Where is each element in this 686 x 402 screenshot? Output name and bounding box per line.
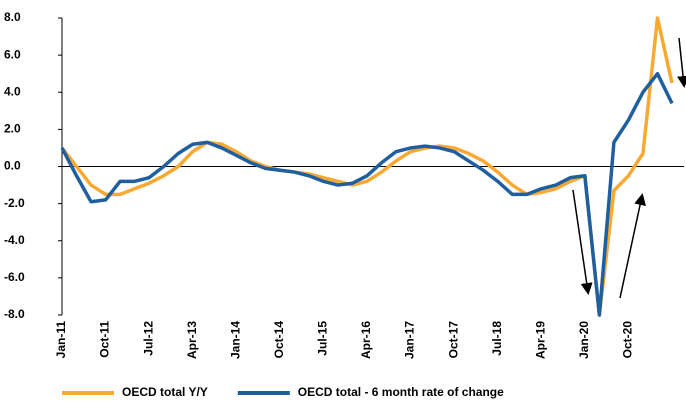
x-tick-label: Jan-11 xyxy=(54,321,68,359)
x-tick-label: Oct-11 xyxy=(98,321,112,358)
y-tick-label: 6.0 xyxy=(4,47,21,61)
x-tick-label: Oct-14 xyxy=(272,321,286,359)
legend-label: OECD total - 6 month rate of change xyxy=(298,385,504,399)
y-tick-label: 2.0 xyxy=(4,122,21,136)
x-tick-label: Jan-14 xyxy=(228,321,242,359)
series-line xyxy=(60,16,674,317)
x-tick-label: Jul-18 xyxy=(490,321,504,356)
x-tick-label: Apr-19 xyxy=(533,321,547,359)
y-tick-label: 8.0 xyxy=(4,10,21,24)
arrow xyxy=(619,193,646,299)
x-tick-label: Apr-13 xyxy=(185,321,199,359)
x-tick-label: Jan-20 xyxy=(577,321,591,359)
y-tick-label: 0.0 xyxy=(4,159,21,173)
x-tick-label: Jul-15 xyxy=(316,321,330,356)
x-tick-label: Jul-12 xyxy=(141,321,155,356)
x-tick-label: Jan-17 xyxy=(403,321,417,359)
x-tick-label: Oct-17 xyxy=(446,321,460,359)
arrow xyxy=(572,189,593,295)
y-tick-label: -8.0 xyxy=(4,307,25,321)
x-tick-label: Oct-20 xyxy=(621,321,635,359)
y-tick-label: 4.0 xyxy=(4,84,21,98)
arrow xyxy=(677,37,686,88)
series-line xyxy=(60,71,674,317)
y-tick-label: -6.0 xyxy=(4,270,25,284)
x-tick-label: Apr-16 xyxy=(359,321,373,359)
legend-label: OECD total Y/Y xyxy=(122,385,208,399)
y-tick-label: -4.0 xyxy=(4,233,25,247)
y-tick-label: -2.0 xyxy=(4,196,25,210)
